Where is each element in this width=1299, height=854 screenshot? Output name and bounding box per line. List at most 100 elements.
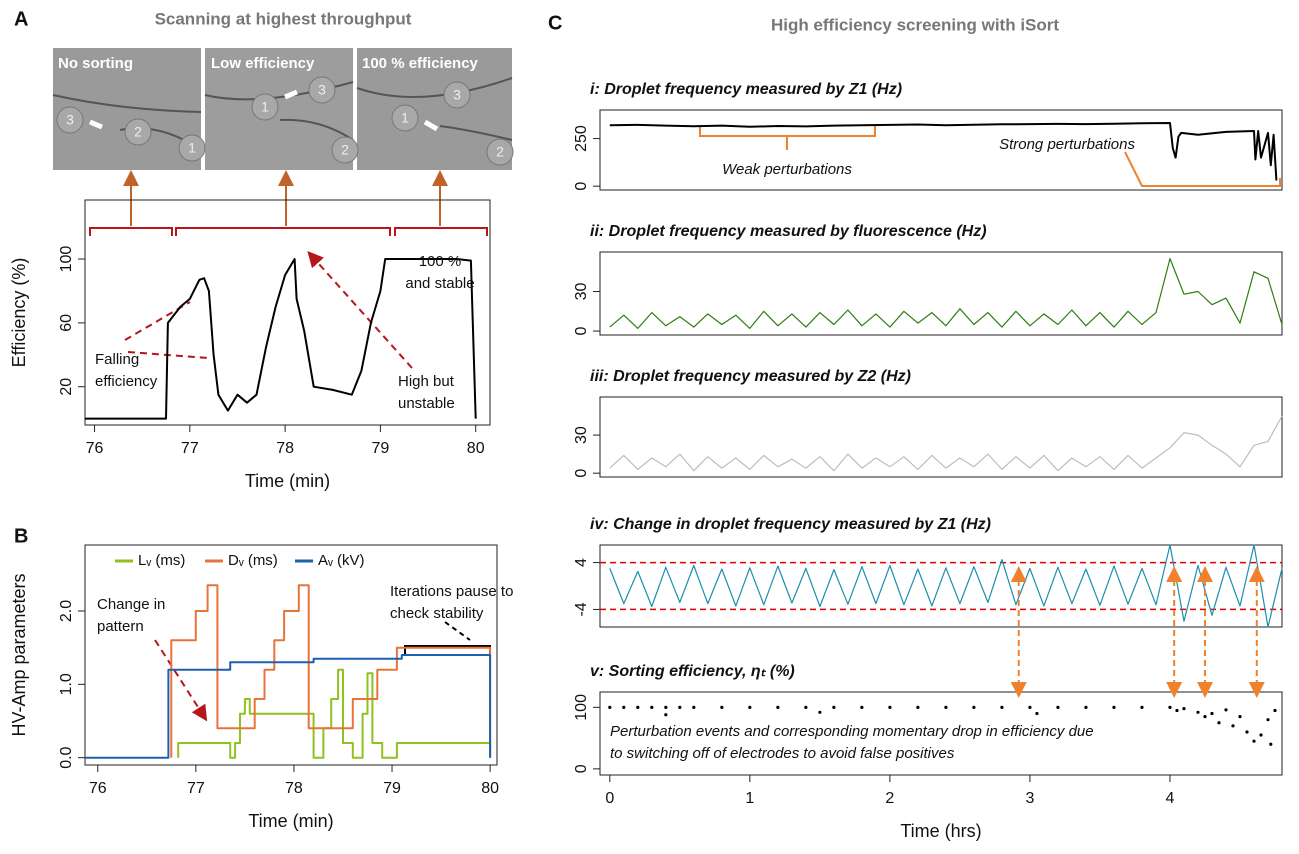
data-point xyxy=(1168,705,1172,709)
y-tick-label: 0.0 xyxy=(58,746,75,768)
data-point xyxy=(1035,711,1039,716)
data-point xyxy=(664,713,668,717)
x-tick-label: 76 xyxy=(86,440,104,457)
x-tick-label: 2 xyxy=(885,790,894,807)
annotation: unstable xyxy=(398,395,455,412)
y-tick-label: 0 xyxy=(573,469,590,478)
data-point xyxy=(1266,718,1270,722)
droplet-label: 2 xyxy=(496,144,504,160)
plot-frame xyxy=(599,396,1283,478)
droplet xyxy=(308,76,336,104)
plot-frame xyxy=(599,691,1283,776)
droplet-label: 3 xyxy=(318,82,326,98)
droplet xyxy=(391,104,419,132)
data-line xyxy=(609,122,1278,181)
legend-label: Aᵥ (kV) xyxy=(318,552,365,569)
data-point xyxy=(678,705,682,709)
y-tick-label: 2.0 xyxy=(58,600,75,622)
x-tick-label: 1 xyxy=(745,790,754,807)
data-point xyxy=(650,705,654,709)
data-point xyxy=(1231,724,1235,728)
y-tick-label: 0 xyxy=(573,764,590,773)
y-tick-label: 250 xyxy=(573,125,590,152)
droplet-label: 3 xyxy=(66,112,74,128)
data-point xyxy=(1217,721,1221,725)
annotation: Iterations pause to xyxy=(390,583,513,600)
image-caption: Low efficiency xyxy=(211,55,315,72)
x-tick-label: 0 xyxy=(605,790,614,807)
annotation: Change in xyxy=(97,596,165,613)
data-point xyxy=(1175,708,1179,713)
droplet xyxy=(251,93,279,121)
y-tick-label: 1.0 xyxy=(58,673,75,695)
legend-label: Lᵥ (ms) xyxy=(138,552,185,569)
subplot-title: iii: Droplet frequency measured by Z2 (H… xyxy=(590,368,911,385)
droplet-label: 2 xyxy=(134,124,142,140)
data-point xyxy=(748,705,752,709)
annotation: check stability xyxy=(390,605,484,622)
droplet-label: 2 xyxy=(341,142,349,158)
data-point xyxy=(1210,711,1214,716)
y-tick-label: 0 xyxy=(573,182,590,191)
subplot-title: v: Sorting efficiency, ηₜ (%) xyxy=(590,663,795,680)
data-point xyxy=(1238,714,1242,719)
x-tick-label: 79 xyxy=(372,440,390,457)
data-point xyxy=(1056,705,1060,709)
data-point xyxy=(972,705,976,709)
micrographs: No sorting Low efficiency 100 % efficien… xyxy=(52,48,514,170)
panel-label: C xyxy=(548,12,562,34)
annotation: Perturbation events and corresponding mo… xyxy=(610,723,1094,740)
bracket xyxy=(699,126,876,150)
x-tick-label: 80 xyxy=(467,440,485,457)
panel-label: B xyxy=(14,525,28,547)
droplet-label: 1 xyxy=(261,99,269,115)
plot-frame xyxy=(599,251,1283,336)
data-point xyxy=(622,705,626,709)
data-point xyxy=(1112,705,1116,709)
data-point xyxy=(888,705,892,709)
y-tick-label: 100 xyxy=(573,694,590,721)
y-tick-label: 100 xyxy=(58,246,75,273)
x-tick-label: 3 xyxy=(1025,790,1034,807)
legend-label: Dᵥ (ms) xyxy=(228,552,278,569)
annotation: and stable xyxy=(405,275,474,292)
x-tick-label: 77 xyxy=(187,780,205,797)
x-tick-label: 79 xyxy=(383,780,401,797)
data-point xyxy=(1273,708,1277,713)
image xyxy=(205,48,353,170)
x-axis-label: Time (min) xyxy=(248,811,333,831)
x-tick-label: 78 xyxy=(276,440,294,457)
y-axis-label: HV-Amp parameters xyxy=(9,573,29,736)
data-point xyxy=(1245,730,1249,734)
panel-title: Scanning at highest throughput xyxy=(155,9,412,28)
y-tick-label: 60 xyxy=(58,314,75,332)
plot-frame xyxy=(84,544,498,766)
droplet xyxy=(331,136,359,164)
y-tick-label: -4 xyxy=(573,602,590,616)
droplet-label: 1 xyxy=(188,140,196,156)
x-tick-label: 4 xyxy=(1166,790,1175,807)
data-point xyxy=(664,705,668,709)
data-point xyxy=(720,705,724,709)
flow-arrow xyxy=(89,89,439,132)
data-point xyxy=(804,705,808,709)
x-axis-label: Time (min) xyxy=(245,471,330,491)
data-point xyxy=(1000,705,1004,709)
image-caption: No sorting xyxy=(58,55,133,72)
data-line xyxy=(85,654,492,759)
data-point xyxy=(818,710,822,714)
data-point xyxy=(1182,707,1186,711)
droplet-label: 3 xyxy=(453,87,461,103)
y-tick-label: 0 xyxy=(573,327,590,336)
brackets xyxy=(89,126,1281,722)
droplet xyxy=(486,138,514,166)
data-point xyxy=(1224,708,1228,712)
panel-label: A xyxy=(14,8,28,30)
droplet xyxy=(124,118,152,146)
data-point xyxy=(636,705,640,709)
bracket xyxy=(1124,151,1281,187)
data-line xyxy=(609,544,1283,628)
annotation-arrow xyxy=(154,639,208,722)
subplot-title: ii: Droplet frequency measured by fluore… xyxy=(590,223,987,240)
annotation: Falling xyxy=(95,351,139,368)
